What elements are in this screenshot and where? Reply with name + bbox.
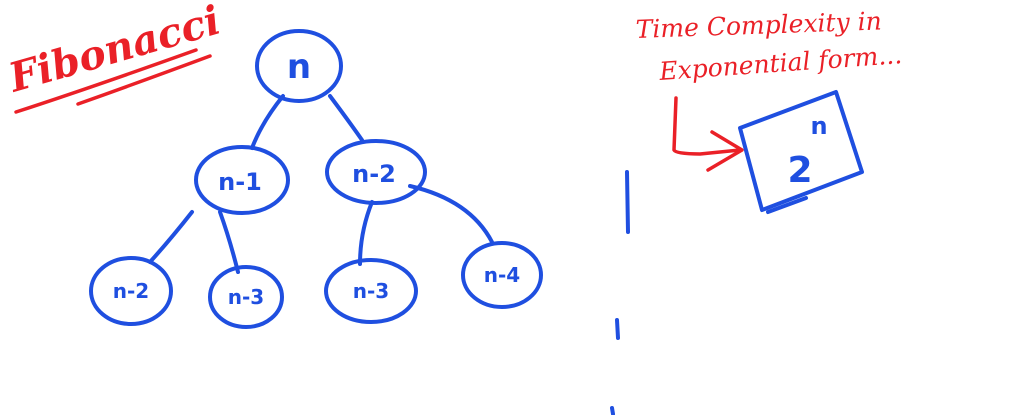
complexity-exponent: n	[810, 112, 827, 140]
arrow-head	[706, 130, 744, 172]
title-underline-2	[76, 54, 212, 106]
edge-l1a-l2a	[148, 210, 194, 264]
divider-dash-2	[615, 318, 620, 340]
box-bottom-shadow	[766, 196, 808, 214]
node-label: n-2	[113, 279, 149, 303]
tree-node-root: n	[255, 29, 343, 103]
edge-l1b-l2d	[408, 184, 494, 244]
node-label: n	[287, 47, 311, 87]
complexity-annotation: Time Complexity in Exponential form...	[635, 6, 903, 86]
edge-root-left	[250, 94, 285, 150]
node-label: n-2	[352, 160, 396, 188]
complexity-base: 2	[787, 150, 812, 191]
arrow-icon	[672, 96, 744, 172]
complexity-box: 2 n	[738, 90, 864, 214]
edge-l1b-l2c	[358, 200, 374, 266]
fibonacci-title: Fibonacci	[3, 0, 226, 114]
node-label: n-4	[484, 263, 520, 287]
tree-node-level2-2: n-3	[208, 265, 284, 329]
divider-dash-1	[625, 170, 630, 234]
tree-node-level2-3: n-3	[324, 258, 418, 324]
tree-node-level2-1: n-2	[89, 256, 173, 326]
annotation-line-2: Exponential form...	[657, 40, 903, 86]
tree-nodes: n n-1 n-2 n-2 n-3 n-3	[89, 29, 543, 329]
divider-dashes	[610, 170, 630, 415]
tree-edges	[148, 94, 494, 274]
tree-node-level1-left: n-1	[194, 145, 290, 215]
box-outline	[738, 90, 864, 212]
tree-node-level1-right: n-2	[325, 139, 427, 205]
title-underline-1	[14, 48, 198, 114]
edge-l1a-l2b	[218, 210, 240, 274]
edge-root-right	[328, 94, 364, 142]
arrow-shaft	[672, 96, 742, 156]
tree-node-level2-4: n-4	[461, 241, 543, 309]
annotation-line-1: Time Complexity in	[635, 6, 882, 44]
node-label: n-3	[228, 285, 264, 309]
divider-dash-3	[610, 406, 615, 415]
node-label: n-3	[353, 279, 389, 303]
node-label: n-1	[218, 168, 262, 196]
